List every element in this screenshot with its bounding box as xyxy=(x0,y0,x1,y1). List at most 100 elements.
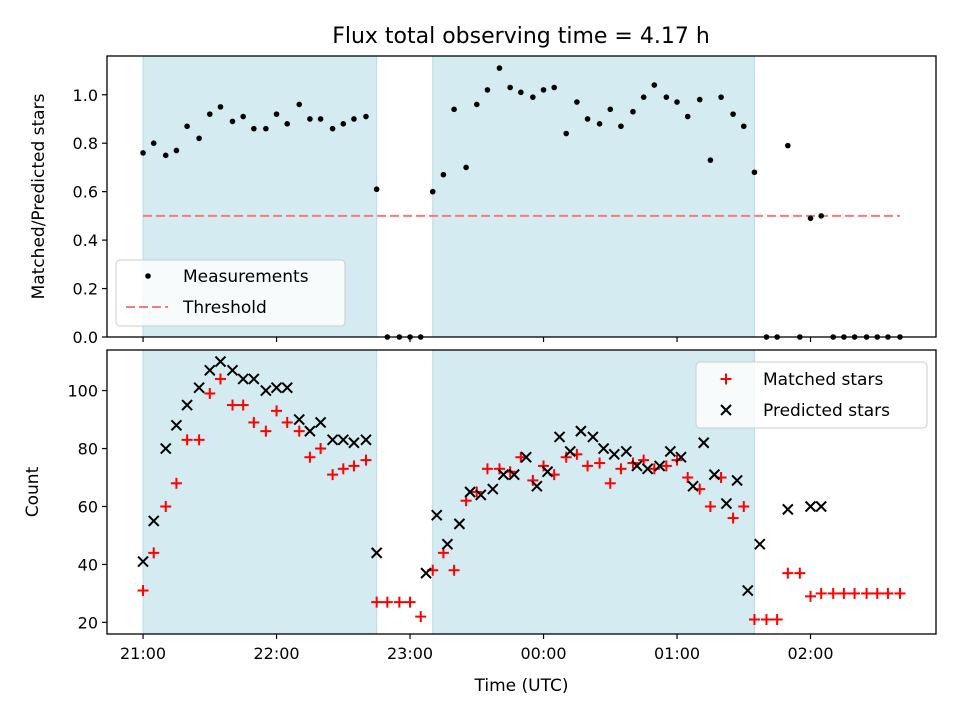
matched-star-point xyxy=(894,587,906,599)
predicted-star-point xyxy=(754,538,766,550)
predicted-star-marker xyxy=(148,515,160,527)
matched-star-point xyxy=(738,500,750,512)
predicted-star-point xyxy=(370,547,383,559)
measurement-point xyxy=(329,125,336,132)
legend-frame xyxy=(695,361,928,429)
ratio-panel: 0.0 0.2 0.4 0.6 0.8 1.0 Matched/Predicted sta… xyxy=(29,55,937,347)
predicted-star-marker xyxy=(687,480,699,492)
x-tick-label: 22:00 xyxy=(253,644,299,663)
measurement-point xyxy=(206,111,213,117)
matched-star-point xyxy=(226,399,238,411)
predicted-star-marker xyxy=(270,381,283,394)
matched-star-point xyxy=(360,454,372,466)
predicted-star-point xyxy=(631,460,643,472)
predicted-star-marker xyxy=(453,518,466,530)
bottom-axes: 20 40 60 80 100 21:00 22:00 23:00 00:00 01:00 02:0… xyxy=(67,382,833,663)
measurement-point xyxy=(217,104,224,110)
x-tick-label: 02:00 xyxy=(787,644,833,663)
top-plot-frame xyxy=(106,55,937,338)
predicted-star-point xyxy=(731,474,743,487)
predicted-star-point xyxy=(708,468,721,481)
predicted-star-point xyxy=(193,381,205,394)
predicted-star-marker xyxy=(237,373,249,385)
predicted-star-point xyxy=(675,451,687,463)
predicted-star-point xyxy=(260,384,272,397)
predicted-star-marker xyxy=(293,413,305,426)
matched-star-point xyxy=(805,590,817,602)
predicted-star-point xyxy=(564,445,576,458)
predicted-star-point xyxy=(804,500,817,513)
measurement-point xyxy=(651,82,658,88)
predicted-star-point xyxy=(270,381,283,394)
measurement-point xyxy=(307,116,313,122)
matched-star-point xyxy=(815,587,827,599)
bottom-y-tick-label: 20 xyxy=(78,613,98,632)
predicted-star-marker xyxy=(214,355,227,368)
bottom-y-tick-label: 100 xyxy=(67,382,98,401)
predicted-star-point xyxy=(720,497,733,510)
predicted-star-point xyxy=(575,425,587,437)
predicted-star-marker xyxy=(698,437,710,449)
predicted-star-point xyxy=(475,489,487,501)
x-axis-label: Time (UTC) xyxy=(474,676,569,696)
predicted-star-point xyxy=(293,413,305,426)
predicted-star-marker xyxy=(754,538,766,550)
measurement-point xyxy=(196,135,202,142)
matched-star-point xyxy=(748,614,760,626)
predicted-star-marker xyxy=(653,460,666,472)
matched-star-point xyxy=(827,587,839,599)
predicted-star-point xyxy=(541,466,554,478)
predicted-star-point xyxy=(181,399,193,411)
predicted-star-point xyxy=(641,463,654,475)
predicted-star-point xyxy=(464,486,476,498)
matched-star-point xyxy=(404,596,416,608)
predicted-star-point xyxy=(531,480,543,492)
matched-star-point xyxy=(327,469,339,481)
measurement-point xyxy=(296,101,303,108)
predicted-star-marker xyxy=(137,555,149,568)
predicted-star-marker xyxy=(631,460,643,472)
matched-star-point xyxy=(582,460,594,472)
measurement-point xyxy=(818,213,824,219)
predicted-star-marker xyxy=(475,489,487,501)
predicted-star-point xyxy=(520,451,532,463)
predicted-star-point xyxy=(431,509,443,521)
measurement-point xyxy=(574,99,580,105)
measurement-point xyxy=(507,84,513,91)
top-y-tick-label: 0.8 xyxy=(73,134,98,153)
top-axes: 0.0 0.2 0.4 0.6 0.8 1.0 xyxy=(73,86,812,347)
measurement-point xyxy=(540,87,547,93)
bottom-observing-windows xyxy=(142,350,755,634)
measurement-point xyxy=(751,169,758,176)
measurement-point xyxy=(596,121,603,127)
predicted-star-marker xyxy=(597,442,610,455)
predicted-star-marker xyxy=(508,468,520,481)
predicted-star-marker xyxy=(520,451,532,463)
predicted-star-point xyxy=(237,373,249,385)
measurement-point xyxy=(807,215,814,222)
predicted-star-point xyxy=(698,437,710,449)
matched-star-point xyxy=(148,547,160,559)
measurement-point xyxy=(273,111,280,117)
predicted-star-point xyxy=(214,355,227,368)
predicted-star-marker xyxy=(541,466,554,478)
matched-star-point xyxy=(214,373,226,385)
matched-star-point xyxy=(594,457,606,469)
predicted-star-point xyxy=(248,373,260,385)
predicted-star-marker xyxy=(441,538,454,550)
measurement-point xyxy=(240,113,246,120)
legend-matched-label: Matched stars xyxy=(763,370,883,390)
measurement-point xyxy=(630,108,636,115)
matched-star-point xyxy=(371,596,383,608)
measurement-point xyxy=(463,164,469,171)
matched-star-point xyxy=(281,416,293,428)
predicted-star-marker xyxy=(675,451,687,463)
matched-star-point xyxy=(838,587,850,599)
predicted-star-point xyxy=(653,460,666,472)
bottom-y-tick-label: 40 xyxy=(78,555,98,574)
predicted-star-point xyxy=(204,364,216,376)
predicted-star-marker xyxy=(420,567,432,579)
measurement-point xyxy=(473,101,480,108)
bottom-y-tick-label: 60 xyxy=(78,497,98,516)
predicted-star-marker xyxy=(314,416,327,429)
